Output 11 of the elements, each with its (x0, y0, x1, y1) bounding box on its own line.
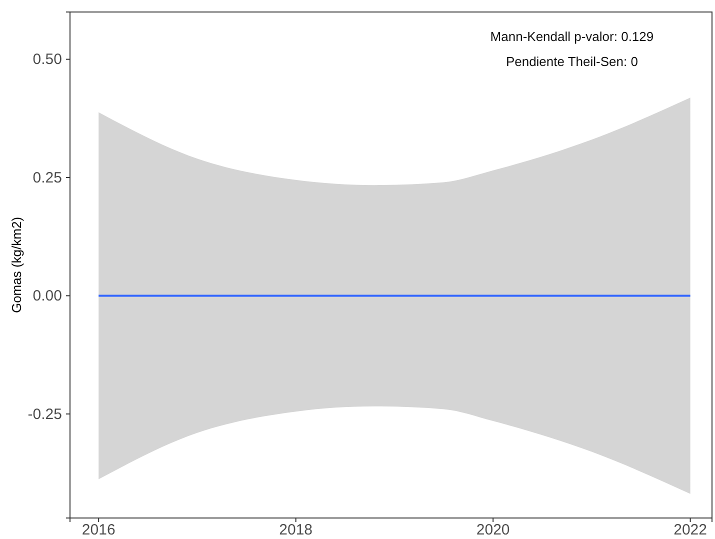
y-tick-label: 0.25 (32, 169, 62, 186)
x-tick-label: 2022 (674, 522, 707, 539)
x-tick-label: 2020 (476, 522, 510, 539)
x-tick-label: 2018 (279, 522, 313, 539)
y-axis-title: Gomas (kg/km2) (9, 216, 24, 314)
y-tick-label: 0.50 (32, 51, 62, 68)
y-tick-label: -0.25 (28, 406, 62, 423)
annotation: Pendiente Theil-Sen: 0 (506, 54, 638, 69)
y-tick-label: 0.00 (32, 288, 62, 305)
x-tick-label: 2016 (82, 522, 116, 539)
annotation: Mann-Kendall p-valor: 0.129 (490, 29, 654, 44)
